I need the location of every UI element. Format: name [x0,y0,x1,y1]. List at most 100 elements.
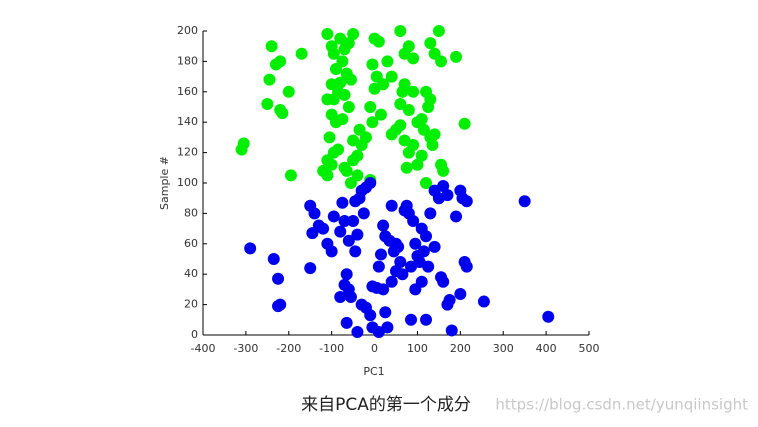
point [385,70,398,83]
x-tick-label: -200 [276,342,301,355]
point [426,139,439,151]
point [477,295,490,308]
point [435,55,448,68]
x-tick-label: 500 [579,342,600,355]
point [450,210,463,223]
point [390,265,402,278]
point [424,207,437,220]
point [334,291,347,303]
point [272,300,285,313]
point [407,215,420,227]
point [377,283,390,296]
point [265,40,278,53]
point [332,143,345,156]
x-tick-label: 100 [407,342,428,355]
point [424,37,437,50]
point [342,234,355,247]
point [460,260,473,273]
point [437,180,450,193]
point [417,123,430,136]
point [306,227,319,240]
point [402,40,415,53]
point [364,309,377,322]
point [454,287,467,300]
point [372,35,385,48]
point [327,210,340,223]
point [340,316,353,329]
point [400,161,413,174]
point [342,37,355,50]
watermark: https://blog.csdn.net/yunqiinsight [495,396,748,414]
x-axis-label: PC1 [363,365,384,378]
point [374,248,387,261]
x-tick-label: -100 [319,342,344,355]
x-tick-label: 300 [493,342,514,355]
point [422,260,435,273]
point [351,149,364,162]
point [377,219,390,232]
point [344,177,357,189]
point [443,294,456,307]
point [263,73,276,86]
x-tick-label: 200 [450,342,471,355]
point [267,253,280,265]
point [364,177,377,189]
point [385,199,398,212]
point [325,245,338,258]
y-tick-label: 200 [177,24,198,37]
point [409,237,422,250]
point [336,113,349,126]
point [518,195,531,208]
point [338,215,351,227]
y-tick-label: 100 [177,176,198,189]
y-tick-label: 120 [177,146,198,159]
point [374,108,387,121]
point [402,104,415,117]
point [381,55,394,68]
point [394,97,407,110]
point [244,242,257,255]
point [340,164,353,177]
point [407,52,420,65]
point [428,128,441,141]
x-tick-label: -400 [191,342,216,355]
point [261,97,274,110]
point [542,310,555,323]
y-tick-label: 40 [184,267,198,280]
caption: 来自PCA的第一个成分 [301,395,471,415]
point [366,116,379,129]
point [407,85,420,98]
point [295,47,308,60]
point [344,291,357,303]
point [321,169,334,182]
point [334,225,347,238]
x-tick-label: 0 [371,342,378,355]
point [272,272,285,285]
point [415,149,428,162]
point [460,195,473,208]
y-tick-label: 140 [177,115,198,128]
point [394,25,407,37]
point [372,260,385,273]
point [420,177,433,189]
point [359,131,372,144]
point [445,324,458,337]
point [407,139,420,151]
x-tick-label: -300 [233,342,258,355]
y-tick-label: 160 [177,85,198,98]
point [415,275,428,288]
point [321,28,334,41]
point [274,55,287,68]
point [392,240,405,253]
point [450,50,463,63]
y-tick-label: 180 [177,54,198,67]
point [411,158,424,171]
point [385,275,398,288]
point [349,245,362,258]
point [366,321,379,334]
point [364,101,377,113]
point [342,101,355,113]
point [417,245,430,258]
point [405,260,418,273]
